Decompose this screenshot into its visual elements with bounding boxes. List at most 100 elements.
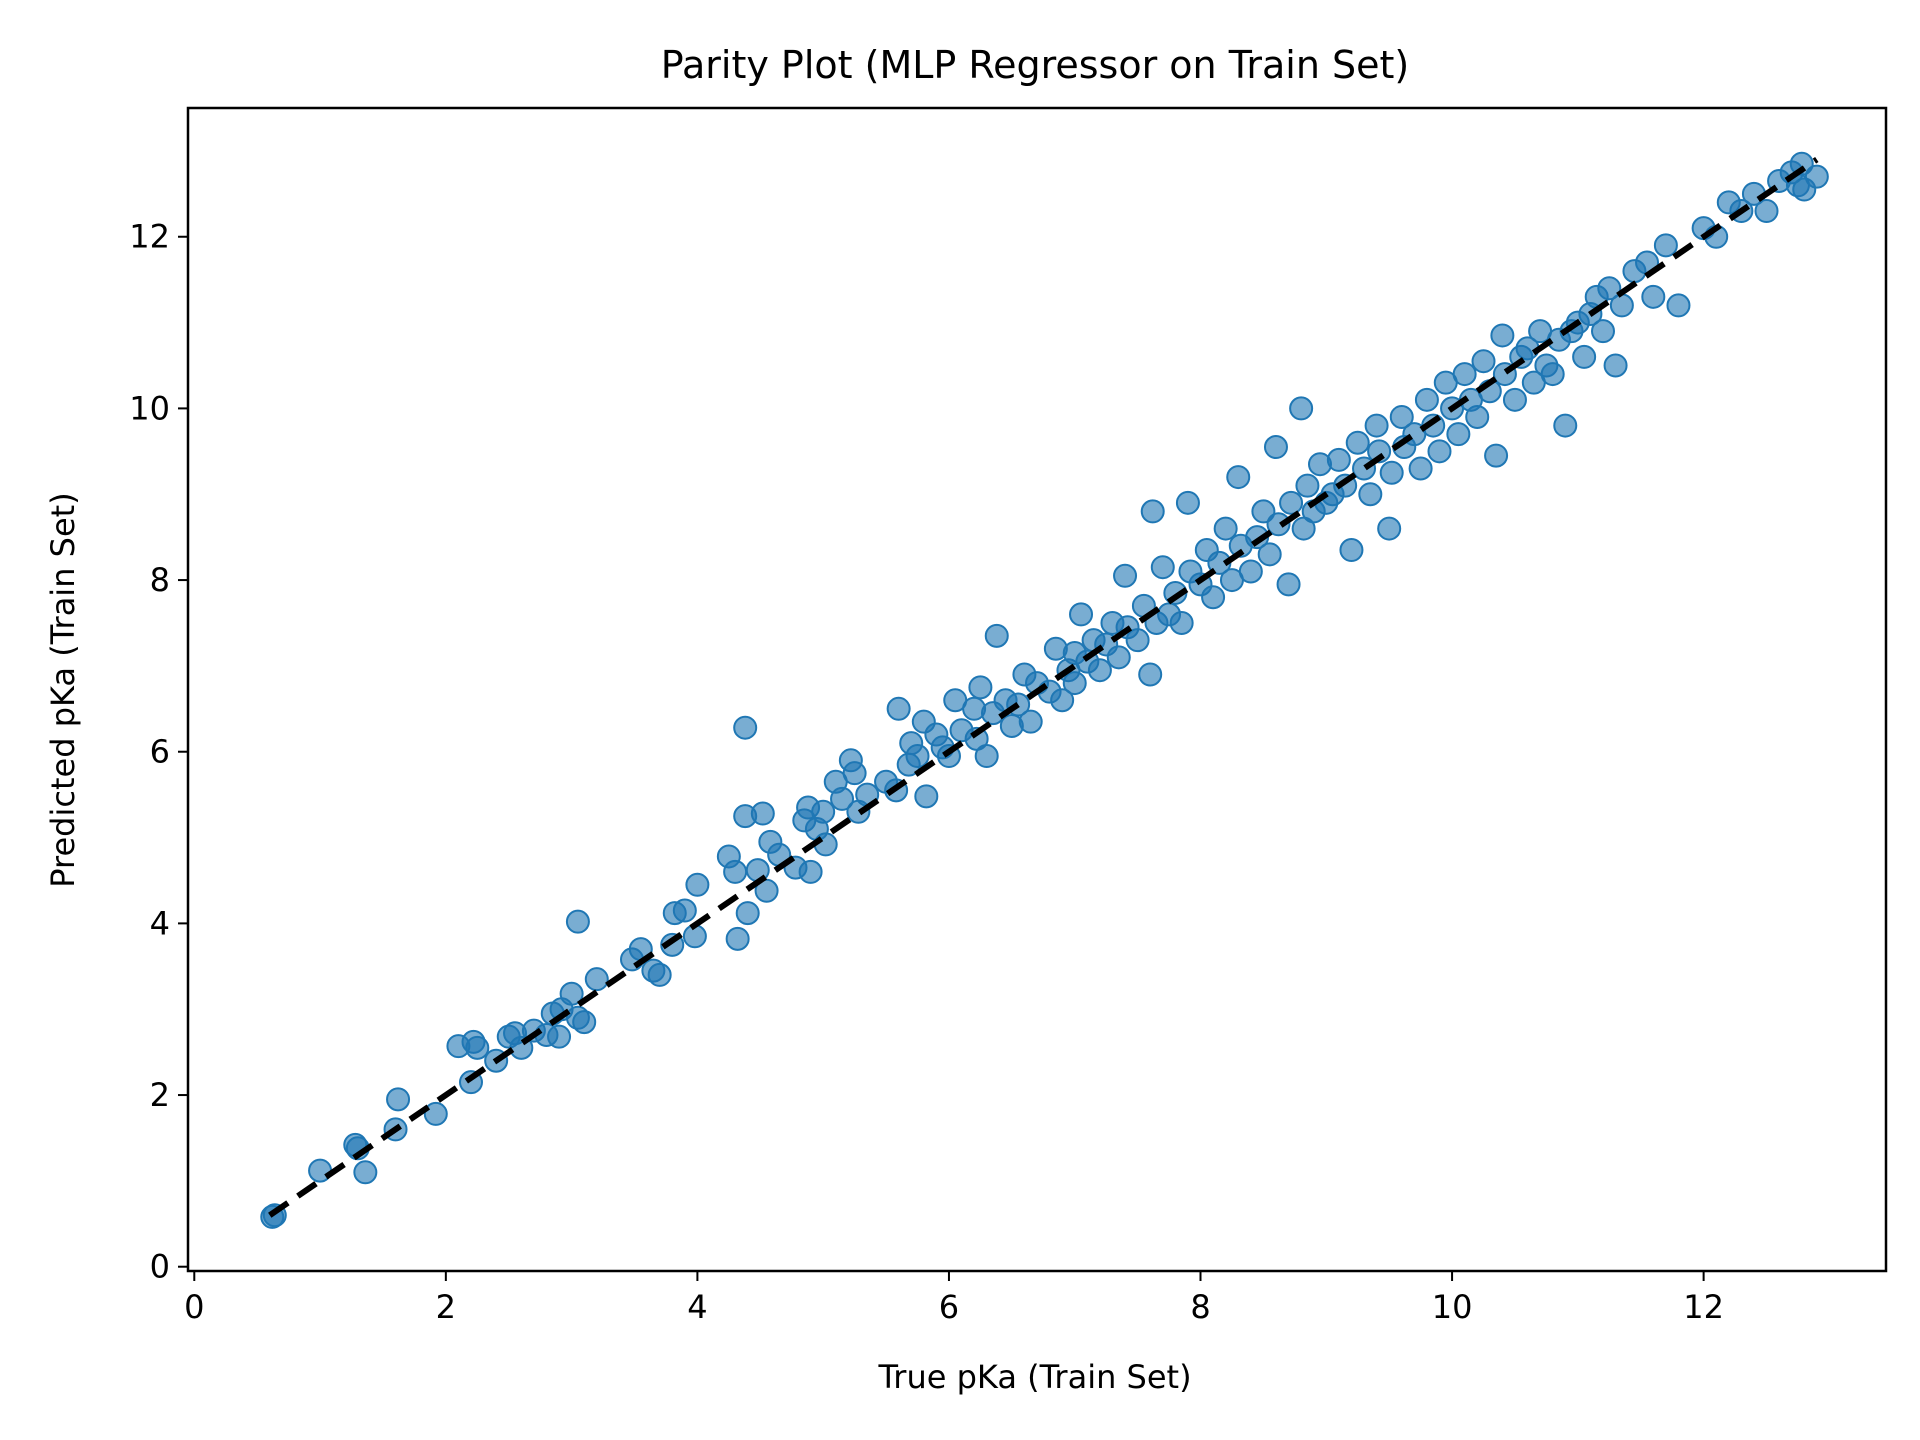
y-tick-label: 4 bbox=[150, 904, 170, 942]
y-tick-label: 2 bbox=[150, 1076, 170, 1114]
data-point bbox=[1597, 276, 1622, 301]
data-point bbox=[1379, 460, 1404, 485]
data-point bbox=[353, 1160, 378, 1185]
y-tick-label: 8 bbox=[150, 561, 170, 599]
data-point bbox=[733, 715, 758, 740]
data-point bbox=[1266, 512, 1291, 537]
data-points bbox=[260, 151, 1829, 1229]
data-point bbox=[1345, 430, 1370, 455]
x-tick-label: 4 bbox=[687, 1288, 707, 1326]
y-tick-label: 6 bbox=[150, 733, 170, 771]
data-point bbox=[1364, 413, 1389, 438]
data-point bbox=[750, 801, 775, 826]
data-point bbox=[1125, 628, 1150, 653]
data-point bbox=[1213, 516, 1238, 541]
data-point bbox=[1653, 233, 1678, 258]
data-point bbox=[1263, 435, 1288, 460]
x-tick-label: 2 bbox=[436, 1288, 456, 1326]
data-point bbox=[1138, 662, 1163, 687]
data-point bbox=[1377, 516, 1402, 541]
x-axis-ticks: 0 2 4 6 8 10 12 bbox=[184, 1271, 1724, 1326]
data-point bbox=[386, 1087, 411, 1112]
y-tick-label: 12 bbox=[129, 218, 170, 256]
chart-title: Parity Plot (MLP Regressor on Train Set) bbox=[661, 43, 1409, 87]
data-point bbox=[1106, 645, 1131, 670]
data-point bbox=[1446, 422, 1471, 447]
data-point bbox=[1358, 482, 1383, 507]
data-point bbox=[1140, 499, 1165, 524]
data-point bbox=[1257, 542, 1282, 567]
data-point bbox=[1502, 387, 1527, 412]
data-point bbox=[1175, 490, 1200, 515]
data-point bbox=[1414, 387, 1439, 412]
data-point bbox=[672, 898, 697, 923]
x-tick-label: 8 bbox=[1190, 1288, 1210, 1326]
data-point bbox=[842, 761, 867, 786]
data-point bbox=[914, 784, 939, 809]
data-point bbox=[1018, 709, 1043, 734]
data-point bbox=[1062, 671, 1087, 696]
data-point bbox=[1289, 396, 1314, 421]
data-point bbox=[1050, 688, 1075, 713]
data-point bbox=[1484, 443, 1509, 468]
x-tick-label: 6 bbox=[939, 1288, 959, 1326]
data-point bbox=[1609, 293, 1634, 318]
y-tick-label: 10 bbox=[129, 389, 170, 427]
data-point bbox=[1465, 404, 1490, 429]
data-point bbox=[1804, 164, 1829, 189]
data-point bbox=[830, 786, 855, 811]
data-point bbox=[572, 1010, 597, 1035]
x-tick-label: 10 bbox=[1432, 1288, 1473, 1326]
data-point bbox=[685, 872, 710, 897]
data-point bbox=[423, 1101, 448, 1126]
y-axis-label: Predicted pKa (Train Set) bbox=[44, 492, 82, 887]
data-point bbox=[1226, 465, 1251, 490]
data-point bbox=[1666, 293, 1691, 318]
data-point bbox=[465, 1035, 490, 1060]
data-point bbox=[584, 967, 609, 992]
data-point bbox=[1295, 473, 1320, 498]
data-point bbox=[1276, 572, 1301, 597]
data-point bbox=[725, 926, 750, 951]
data-point bbox=[1279, 490, 1304, 515]
x-axis-label: True pKa (Train Set) bbox=[877, 1358, 1191, 1396]
data-point bbox=[1339, 538, 1364, 563]
data-point bbox=[1490, 323, 1515, 348]
data-point bbox=[1427, 439, 1452, 464]
data-point bbox=[1326, 447, 1351, 472]
x-tick-label: 0 bbox=[184, 1288, 204, 1326]
data-point bbox=[1150, 555, 1175, 580]
plot-frame bbox=[186, 106, 1888, 1273]
data-point bbox=[1603, 353, 1628, 378]
data-point bbox=[559, 981, 584, 1006]
data-point bbox=[1251, 499, 1276, 524]
data-point bbox=[811, 799, 836, 824]
y-axis-ticks: 0 2 4 6 8 10 12 bbox=[129, 218, 188, 1286]
data-point bbox=[886, 696, 911, 721]
data-point bbox=[1113, 563, 1138, 588]
data-point bbox=[723, 859, 748, 884]
data-point bbox=[1471, 349, 1496, 374]
data-point bbox=[1591, 319, 1615, 344]
data-point bbox=[1238, 559, 1263, 584]
data-point bbox=[1572, 344, 1597, 369]
data-point bbox=[647, 962, 672, 987]
data-point bbox=[1169, 610, 1194, 635]
data-point bbox=[547, 1024, 572, 1049]
data-point bbox=[1201, 585, 1226, 610]
data-point bbox=[1367, 439, 1392, 464]
data-point bbox=[974, 744, 999, 769]
data-point bbox=[968, 675, 993, 700]
x-tick-label: 12 bbox=[1683, 1288, 1724, 1326]
data-point bbox=[1540, 362, 1565, 387]
data-point bbox=[1789, 151, 1814, 176]
data-point bbox=[1408, 456, 1433, 481]
data-point bbox=[565, 909, 590, 934]
data-point bbox=[798, 859, 823, 884]
data-point bbox=[1754, 198, 1779, 223]
parity-reference-line bbox=[268, 157, 1819, 1218]
data-point bbox=[1069, 602, 1094, 627]
data-point bbox=[1641, 284, 1666, 309]
data-point bbox=[735, 901, 760, 926]
